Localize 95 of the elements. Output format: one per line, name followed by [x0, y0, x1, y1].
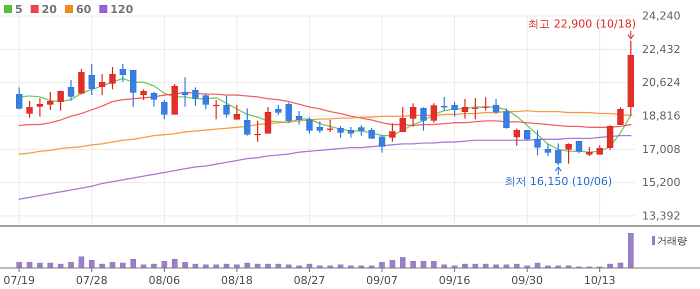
x-tick-label: 08/18 [221, 274, 253, 287]
candlestick [430, 102, 438, 124]
candlestick [555, 142, 562, 166]
y-tick-label: 20,624 [642, 76, 680, 90]
x-tick-label: 08/06 [148, 274, 180, 287]
candlestick [130, 69, 136, 108]
candlestick [482, 96, 489, 112]
bar [390, 260, 396, 268]
candlestick [223, 95, 230, 118]
x-tick-label: 09/30 [511, 274, 543, 287]
bar [110, 262, 116, 268]
candlestick [534, 130, 541, 156]
y-tick-label: 15,200 [642, 176, 680, 190]
candlestick [565, 142, 572, 164]
candlestick [88, 63, 95, 96]
candlestick [606, 124, 614, 151]
candlestick [192, 86, 199, 106]
bar [140, 264, 146, 268]
candlestick [296, 110, 302, 126]
bar [628, 233, 634, 268]
bar [88, 260, 95, 268]
candlestick [161, 99, 168, 120]
candlestick [472, 97, 479, 120]
candlestick [617, 106, 624, 126]
candlestick [264, 106, 272, 134]
candlestick [316, 120, 324, 134]
candlestick [120, 63, 126, 83]
candlestick [492, 98, 500, 115]
candlestick [306, 116, 313, 134]
candlestick [140, 88, 147, 101]
candlestick [16, 86, 22, 110]
candlestick [234, 104, 240, 120]
legend-label: 거래량 [657, 236, 687, 247]
bar [182, 262, 188, 268]
legend-label: 20 [42, 3, 58, 16]
candlestick [389, 122, 396, 142]
bar [78, 256, 84, 268]
candlestick [358, 124, 364, 136]
bar [420, 261, 426, 268]
y-tick-label: 24,240 [642, 10, 680, 23]
candlestick [503, 108, 510, 130]
candlestick [326, 119, 334, 133]
x-tick-label: 07/19 [3, 274, 36, 287]
annotation: 최고 22,900 (10/18) [528, 18, 636, 31]
candlestick [57, 90, 64, 112]
candlestick [544, 143, 552, 157]
candlestick [378, 134, 386, 154]
bar [493, 264, 499, 268]
candlestick [462, 98, 468, 120]
y-tick-label: 17,008 [642, 142, 680, 156]
y-tick-label: 13,392 [642, 209, 680, 222]
bar [534, 262, 540, 268]
legend-label: 5 [15, 3, 23, 16]
candlestick [410, 102, 416, 128]
x-tick-label: 08/27 [294, 274, 326, 287]
y-tick-label: 18,816 [642, 109, 680, 122]
candlestick [98, 73, 106, 96]
legend-label: 60 [76, 3, 92, 16]
candlestick [441, 96, 448, 112]
candlestick [36, 98, 44, 118]
bar [400, 257, 406, 268]
candlestick [286, 102, 292, 123]
candlestick [576, 140, 582, 154]
x-tick-label: 10/13 [584, 274, 616, 287]
bar [379, 262, 385, 268]
candlestick [47, 91, 54, 111]
candlestick [68, 79, 74, 102]
bar [338, 264, 344, 268]
candlestick [150, 91, 158, 108]
x-tick-label: 09/16 [438, 274, 470, 287]
candlestick [78, 68, 85, 95]
candlestick [451, 101, 458, 118]
bar [26, 262, 32, 268]
candlestick [26, 100, 33, 118]
annotation: 최저 16,150 (10/06) [504, 175, 612, 188]
candlestick [514, 128, 520, 146]
candlestick [337, 125, 344, 138]
candlestick [244, 108, 250, 136]
bar [618, 262, 624, 268]
candlestick [109, 66, 116, 90]
bar [37, 262, 43, 268]
bar [172, 258, 178, 268]
legend-label: 120 [110, 3, 134, 16]
candlestick [182, 76, 188, 108]
candlestick [400, 106, 406, 133]
bar [68, 262, 74, 268]
candlestick [348, 126, 354, 138]
x-tick-label: 09/07 [366, 274, 398, 287]
candlestick [420, 106, 427, 132]
x-tick-label: 07/28 [76, 274, 108, 287]
bar [504, 264, 510, 268]
y-tick-label: 22,432 [642, 42, 680, 56]
bar [130, 258, 136, 268]
candlestick [275, 104, 282, 116]
candlestick [202, 92, 209, 110]
